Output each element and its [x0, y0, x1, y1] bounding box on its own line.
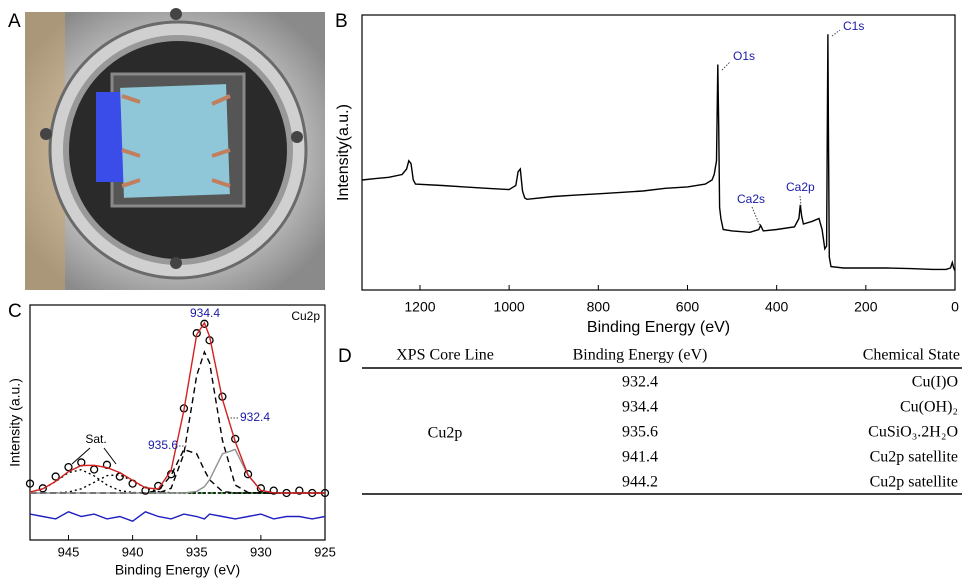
data-point	[200, 319, 209, 328]
table-cell: 932.4	[622, 374, 658, 391]
x-axis-title: Binding Energy (eV)	[115, 562, 240, 578]
table-header: XPS Core Line	[396, 347, 494, 364]
panel-label: D	[338, 346, 352, 367]
series-line	[29, 321, 325, 494]
plot-frame	[361, 14, 956, 291]
series-line	[30, 350, 325, 494]
annotation: 934.4	[190, 306, 220, 320]
table-header: Chemical State	[863, 347, 960, 364]
data-point	[89, 465, 99, 474]
annotation-leader	[799, 195, 802, 207]
series-line	[361, 34, 956, 272]
annotation: 932.4	[240, 410, 270, 424]
x-tick-label: 0	[951, 299, 959, 315]
table-cell: Cu2p satellite	[870, 474, 958, 491]
data-point	[269, 486, 278, 495]
annotation: Ca2p	[786, 180, 815, 194]
annotation: Ca2s	[737, 192, 765, 206]
series-line	[29, 468, 325, 494]
table-cell: Cu(I)O	[912, 374, 958, 391]
x-tick-label: 1000	[494, 299, 525, 315]
annotation-leader	[103, 447, 117, 465]
data-point	[295, 486, 304, 495]
screw	[291, 131, 303, 143]
plot-frame	[29, 304, 326, 541]
screw	[170, 257, 182, 269]
x-tick-label: 935	[186, 544, 208, 559]
table-header: Binding Energy (eV)	[573, 347, 708, 364]
annotation: 935.6	[148, 438, 178, 452]
panel-label: B	[335, 11, 348, 32]
annotation: C1s	[843, 19, 864, 33]
screw	[170, 8, 182, 20]
data-point	[51, 472, 60, 481]
photo	[25, 8, 325, 290]
table-cell: 941.4	[622, 449, 658, 466]
annotation-leader	[831, 29, 841, 37]
x-tick-label: 400	[765, 299, 789, 315]
x-tick-label: 940	[122, 544, 144, 559]
series-line	[30, 474, 325, 494]
x-tick-label: 1200	[404, 299, 435, 315]
annotation: Sat.	[85, 432, 106, 446]
annotation-leader	[751, 206, 761, 227]
chart-title: Cu2p	[291, 309, 320, 323]
y-axis-title: Intensity (a.u.)	[7, 378, 23, 467]
table-cell: CuSiO₃.2H₂O	[868, 424, 958, 441]
annotation-leader	[721, 61, 731, 71]
x-tick-label: 945	[58, 544, 80, 559]
sample	[120, 84, 230, 198]
annotation: O1s	[733, 49, 755, 63]
data-point	[256, 484, 266, 493]
table-cell: Cu2p satellite	[870, 449, 958, 466]
series-line	[29, 511, 326, 522]
x-tick-label: 600	[676, 299, 700, 315]
table-cell: 935.6	[622, 424, 658, 441]
x-tick-label: 925	[314, 544, 336, 559]
table: XPS Core Line Binding Energy (eV) Chemic…	[362, 347, 962, 495]
panel-label: A	[8, 11, 21, 32]
panel-label: C	[8, 301, 22, 322]
table-cell: Cu2p	[428, 425, 463, 442]
y-axis-title: Intensity(a.u.)	[335, 104, 352, 201]
clips	[121, 94, 231, 188]
table-cell: Cu(OH)₂	[900, 399, 958, 416]
screw	[40, 128, 52, 140]
data-point	[38, 484, 47, 493]
x-tick-label: 930	[250, 544, 272, 559]
table-cell: 934.4	[622, 399, 658, 416]
x-axis-title: Binding Energy (eV)	[587, 319, 730, 336]
table-cell: 944.2	[622, 474, 658, 491]
data-point	[243, 470, 253, 479]
data-point	[64, 462, 73, 472]
blue-reflection	[96, 92, 124, 182]
x-tick-label: 200	[854, 299, 878, 315]
x-tick-label: 800	[587, 299, 611, 315]
annotation-leader	[71, 447, 91, 465]
data-point	[25, 479, 35, 488]
